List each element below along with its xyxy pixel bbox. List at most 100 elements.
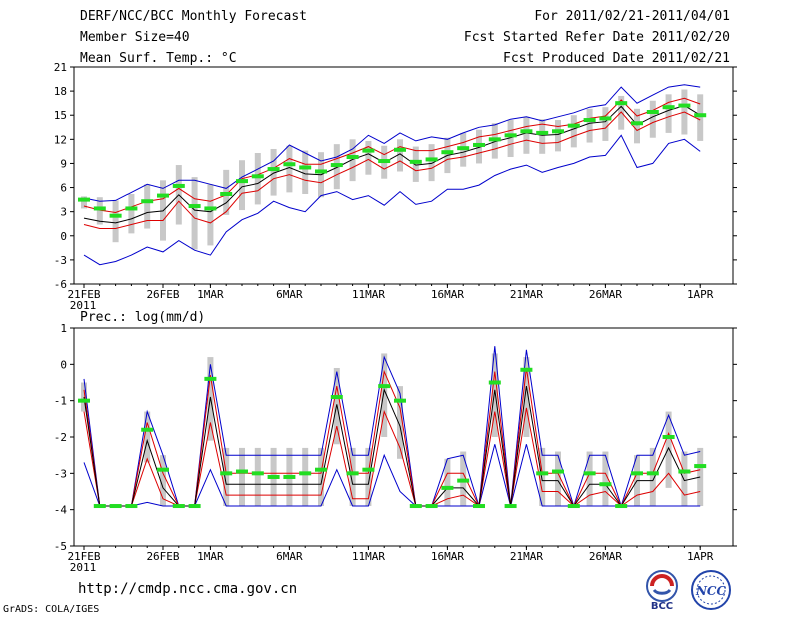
temp-y-tick-label: 15 <box>54 109 67 122</box>
prec-ensemble-marker <box>204 376 217 381</box>
prec-ensemble-marker <box>567 504 580 509</box>
prec-panel: -5 -4 -3 -2 -1 0 1 21FEB 26FEB 1MAR 6MAR 11MAR 16MAR… <box>54 322 737 574</box>
variable-label: Mean Surf. Temp.: °C <box>80 51 237 66</box>
chart-title: DERF/NCC/BCC Monthly Forecast <box>80 9 307 24</box>
prec-y-tick-label: -2 <box>54 431 67 444</box>
temp-ensemble-box <box>128 193 135 234</box>
bcc-logo-text: BCC <box>651 601 673 611</box>
temp-ensemble-marker <box>615 101 628 106</box>
temp-ensemble-marker <box>457 146 470 151</box>
temp-x-tick-label: 16MAR <box>431 288 464 301</box>
temp-ensemble-box <box>254 152 261 205</box>
temp-ensemble-marker <box>299 165 312 170</box>
temp-x-tick-label: 1MAR <box>197 288 224 301</box>
temp-ensemble-box <box>412 146 419 182</box>
prec-ensemble-box <box>681 451 688 507</box>
temp-x-tick-label: 1APR <box>687 288 714 301</box>
temp-ensemble-marker <box>78 197 90 202</box>
temp-y-tick-label: -6 <box>54 278 67 291</box>
prec-y-tick-label: 0 <box>60 358 67 371</box>
prec-ensemble-marker <box>646 471 659 476</box>
prec-ensemble-marker <box>441 485 454 490</box>
prec-ensemble-marker <box>378 384 391 389</box>
prec-ensemble-box <box>254 447 261 507</box>
prec-ensemble-marker <box>267 474 280 479</box>
member-size: Member Size=40 <box>80 30 190 45</box>
temp-ensemble-box <box>539 119 546 154</box>
bcc-logo: BCC <box>646 570 678 611</box>
prec-ensemble-marker <box>283 474 296 479</box>
forecast-start-date: Fcst Started Refer Date 2011/02/20 <box>463 30 730 45</box>
temp-ensemble-box <box>112 200 119 243</box>
forecast-produced-date: Fcst Produced Date 2011/02/21 <box>503 51 730 66</box>
prec-ensemble-box <box>586 451 593 507</box>
prec-ensemble-box <box>697 447 704 507</box>
prec-ensemble-marker <box>552 469 564 474</box>
prec-ensemble-marker <box>78 398 90 403</box>
prec-ensemble-marker <box>631 471 643 476</box>
temp-ensemble-marker <box>125 206 138 211</box>
temp-ensemble-marker <box>172 183 185 188</box>
prec-ensemble-marker <box>425 504 438 509</box>
temp-ensemble-marker <box>378 159 391 164</box>
temp-ensemble-box <box>270 148 277 196</box>
prec-x-tick-label: 1MAR <box>197 550 224 563</box>
temp-ensemble-box <box>349 139 356 182</box>
prec-ensemble-box <box>397 386 403 459</box>
temp-ensemble-marker <box>504 133 517 138</box>
temp-ensemble-marker <box>220 191 233 196</box>
temp-y-tick-label: 12 <box>54 133 67 146</box>
prec-ensemble-marker <box>188 504 201 509</box>
prec-ensemble-marker <box>299 471 312 476</box>
prec-ensemble-box <box>491 353 498 437</box>
temp-ensemble-box <box>207 184 214 246</box>
temp-ensemble-marker <box>267 167 280 172</box>
temp-min-line <box>83 134 701 266</box>
prec-x-tick-label: 11MAR <box>352 550 385 563</box>
temp-ensemble-marker <box>583 118 596 123</box>
prec-ensemble-box <box>555 451 561 507</box>
temp-ensemble-box <box>570 115 577 148</box>
temp-ensemble-marker <box>251 174 264 179</box>
temp-ensemble-marker <box>441 150 454 155</box>
prec-y-tick-label: -3 <box>54 467 67 480</box>
prec-ensemble-box <box>523 357 530 437</box>
temp-ensemble-box <box>507 120 514 158</box>
temp-ensemble-box <box>96 197 103 225</box>
prec-ensemble-box <box>381 353 388 437</box>
temp-ensemble-box <box>634 108 640 144</box>
temp-ensemble-marker <box>394 147 406 152</box>
prec-ensemble-marker <box>362 467 375 472</box>
prec-ensemble-marker <box>409 504 422 509</box>
temp-ensemble-box <box>665 94 672 133</box>
ncc-logo: NCC <box>691 570 731 610</box>
prec-y-tick-label: -1 <box>54 395 67 408</box>
temp-ensemble-marker <box>409 159 422 164</box>
temp-y-tick-label: 6 <box>60 182 67 195</box>
prec-ensemble-marker <box>251 471 264 476</box>
prec-ensemble-marker <box>346 471 359 476</box>
temp-y-tick-label: 3 <box>60 206 67 219</box>
temp-ensemble-marker <box>141 199 154 204</box>
grads-credit: GrADS: COLA/IGES <box>3 604 100 615</box>
prec-ensemble-marker <box>220 471 233 476</box>
prec-ensemble-box <box>365 447 372 507</box>
header-right: For 2011/02/21-2011/04/01 Fcst Started R… <box>464 9 730 72</box>
temp-ensemble-box <box>397 139 403 172</box>
prec-ensemble-box <box>539 447 546 507</box>
prec-x-tick-label: 26FEB <box>146 550 179 563</box>
temp-ensemble-box <box>191 177 198 250</box>
temp-ensemble-box <box>365 140 372 175</box>
temp-ensemble-marker <box>330 163 343 168</box>
prec-ensemble-marker <box>488 380 501 385</box>
prec-ensemble-marker <box>662 435 675 439</box>
temp-ensemble-marker <box>473 142 485 147</box>
prec-x-tick-label: 1APR <box>687 550 714 563</box>
temp-lower-line <box>83 111 701 229</box>
prec-ensemble-marker <box>330 395 343 400</box>
temp-ensemble-marker <box>662 105 675 110</box>
prec-ensemble-marker <box>473 504 485 509</box>
temp-x-tick-label: 26FEB <box>146 288 179 301</box>
prec-x-tick-label: 21FEB <box>67 550 100 563</box>
